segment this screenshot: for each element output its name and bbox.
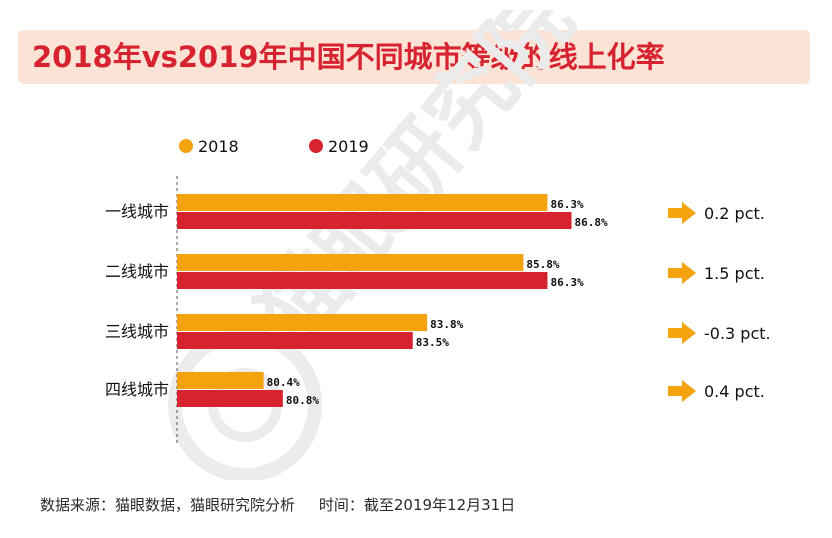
title-band (18, 30, 810, 84)
delta-label: 1.5 pct. (704, 264, 765, 283)
value-label-2018-0: 86.3% (550, 198, 583, 211)
footer-source: 数据来源：猫眼数据，猫眼研究院分析 (40, 496, 296, 514)
legend-label-2018: 2018 (198, 137, 239, 156)
bar-2019-2 (177, 332, 413, 349)
value-label-2018-3: 80.4% (267, 376, 300, 389)
value-label-2019-1: 86.3% (550, 276, 583, 289)
delta-label: 0.4 pct. (704, 382, 765, 401)
value-label-2018-2: 83.8% (430, 318, 463, 331)
category-label: 一线城市 (105, 202, 169, 221)
delta-label: 0.2 pct. (704, 204, 765, 223)
bar-2018-3 (177, 372, 264, 389)
bar-2018-2 (177, 314, 428, 331)
footer: 数据来源：猫眼数据，猫眼研究院分析 时间：截至2019年12月31日 (40, 494, 515, 515)
bar-2018-0 (177, 194, 548, 211)
bar-2019-1 (177, 272, 548, 289)
category-label: 四线城市 (105, 380, 169, 399)
value-label-2019-3: 80.8% (286, 394, 319, 407)
bar-chart: 2018 2019 一线城市 86.3% 86.8% 0.2 pct. 二线城市 85.8%… (105, 137, 771, 445)
delta-label: -0.3 pct. (704, 324, 771, 343)
value-label-2019-0: 86.8% (575, 216, 608, 229)
footer-time: 时间：截至2019年12月31日 (318, 496, 516, 514)
legend-marker-2018 (179, 139, 193, 153)
legend-label-2019: 2019 (328, 137, 369, 156)
delta-arrow-icon (668, 262, 696, 284)
category-label: 二线城市 (105, 262, 169, 281)
bar-2019-3 (177, 390, 283, 407)
legend: 2018 2019 (179, 137, 369, 156)
bar-2019-0 (177, 212, 572, 229)
delta-arrow-icon (668, 380, 696, 402)
category-label: 三线城市 (105, 322, 169, 341)
bars-group: 一线城市 86.3% 86.8% 0.2 pct. 二线城市 85.8% 86.3% 1.5 … (105, 194, 771, 407)
value-label-2019-2: 83.5% (416, 336, 449, 349)
value-label-2018-1: 85.8% (526, 258, 559, 271)
chart-title: 2018年vs2019年中国不同城市等级的线上化率 (32, 40, 665, 74)
bar-2018-1 (177, 254, 524, 271)
delta-arrow-icon (668, 322, 696, 344)
legend-marker-2019 (309, 139, 323, 153)
delta-arrow-icon (668, 202, 696, 224)
